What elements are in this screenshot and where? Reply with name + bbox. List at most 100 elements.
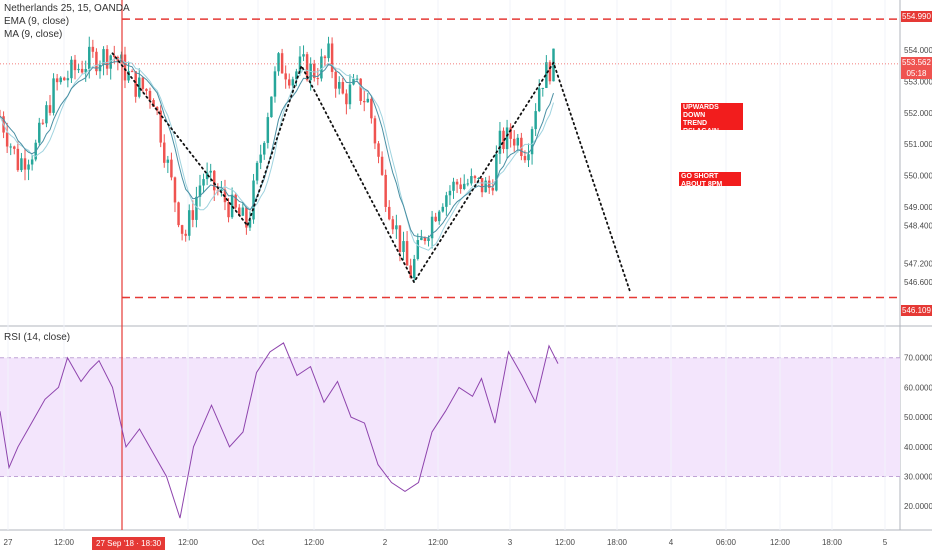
candle-body <box>270 96 273 118</box>
candle-body <box>195 196 198 220</box>
candle-body <box>380 156 384 175</box>
price-tick-label: 554.000 <box>904 46 932 55</box>
candle-body <box>145 88 148 91</box>
candle-body <box>530 129 534 155</box>
candle-body <box>509 127 512 139</box>
legend-symbol[interactable]: Netherlands 25, 15, OANDA <box>4 3 130 14</box>
candle-body <box>402 241 405 252</box>
time-tick-label: 3 <box>508 538 513 547</box>
zigzag-projection <box>111 52 631 293</box>
rsi-band <box>0 357 900 477</box>
candle-body <box>241 207 245 216</box>
candle-body <box>209 170 212 173</box>
candle-body <box>291 79 295 86</box>
candle-body <box>259 154 262 163</box>
candle-body <box>109 55 112 69</box>
candle-body <box>55 78 59 83</box>
price-tick-label: 551.000 <box>904 140 932 149</box>
candle-body <box>159 110 162 143</box>
candle-body <box>430 216 434 239</box>
candle-body <box>277 53 280 72</box>
candle-body <box>495 153 498 191</box>
price-tick-label: 552.000 <box>904 109 932 118</box>
candle-body <box>191 210 195 220</box>
candle-body <box>148 90 152 101</box>
candle-body <box>252 180 255 220</box>
candle-body <box>245 207 248 228</box>
candle-body <box>412 258 416 278</box>
candle-body <box>9 146 12 148</box>
candle-body <box>263 142 266 155</box>
time-tick-label: 5 <box>883 538 888 547</box>
candle-body <box>213 170 216 191</box>
candle-body <box>416 240 420 259</box>
candle-body <box>387 206 391 220</box>
candle-body <box>288 79 291 86</box>
candle-body <box>248 219 252 228</box>
candle-body <box>480 178 484 193</box>
time-tick-label: 12:00 <box>54 538 75 547</box>
candle-body <box>313 63 316 79</box>
candle-body <box>48 105 52 113</box>
rsi-tick-label: 40.0000 <box>904 443 932 452</box>
time-tick-label: 12:00 <box>555 538 576 547</box>
rsi-tick-label: 20.0000 <box>904 502 932 511</box>
ma-line <box>0 57 554 251</box>
candle-body <box>302 54 305 57</box>
candle-body <box>238 207 241 216</box>
candle-body <box>80 68 84 73</box>
crosshair-time-label: 27 Sep '18 · 18:30 <box>92 537 166 550</box>
legend-ma[interactable]: MA (9, close) <box>4 29 63 40</box>
candle-body <box>134 71 137 97</box>
candle-body <box>548 62 552 82</box>
price-tick-label: 549.000 <box>904 203 932 212</box>
candle-body <box>466 183 470 185</box>
candle-body <box>295 71 298 80</box>
candle-body <box>405 241 409 266</box>
candle-body <box>91 46 95 52</box>
time-tick-label: 12:00 <box>178 538 199 547</box>
candle-body <box>202 179 205 186</box>
time-tick-label: 12:00 <box>304 538 325 547</box>
candle-body <box>384 174 387 207</box>
candle-body <box>177 202 180 226</box>
main-legend: Netherlands 25, 15, OANDA EMA (9, close)… <box>4 2 130 41</box>
candle-body <box>359 78 362 101</box>
time-tick-label: 18:00 <box>822 538 843 547</box>
candle-body <box>462 183 466 189</box>
candle-body <box>398 225 402 252</box>
candle-body <box>45 105 48 124</box>
note-go-short[interactable]: GO SHORT ABOUT 8PM <box>679 172 741 188</box>
candle-body <box>95 51 98 72</box>
candle-body <box>205 172 209 180</box>
time-tick-label: 4 <box>669 538 674 547</box>
candle-body <box>30 159 34 165</box>
rsi-tick-label: 70.0000 <box>904 354 932 363</box>
candle-body <box>105 49 109 69</box>
candle-body <box>59 77 62 83</box>
candle-body <box>280 53 284 74</box>
price-tick-label: 546.600 <box>904 278 932 287</box>
candle-body <box>441 206 445 212</box>
note-upwards-down-trend[interactable]: UPWARDS DOWN TREND RSI AGAIN OVERSOLD <box>681 103 743 143</box>
candle-body <box>84 69 87 73</box>
candle-body <box>20 158 23 171</box>
candle-body <box>230 194 234 218</box>
price-tick-label: 553.000 <box>904 78 932 87</box>
candle-body <box>316 78 320 80</box>
candle-body <box>373 118 377 144</box>
price-label-timer: 05:18 <box>901 68 932 79</box>
candle-body <box>266 117 270 143</box>
legend-ema[interactable]: EMA (9, close) <box>4 16 70 27</box>
ema-line <box>0 59 554 239</box>
candle-body <box>305 54 309 81</box>
candle-body <box>345 93 348 105</box>
candle-body <box>427 238 430 242</box>
legend-rsi[interactable]: RSI (14, close) <box>4 332 71 343</box>
candle-body <box>227 202 230 218</box>
candle-body <box>537 88 541 112</box>
candle-body <box>341 81 345 94</box>
candle-body <box>23 158 27 170</box>
